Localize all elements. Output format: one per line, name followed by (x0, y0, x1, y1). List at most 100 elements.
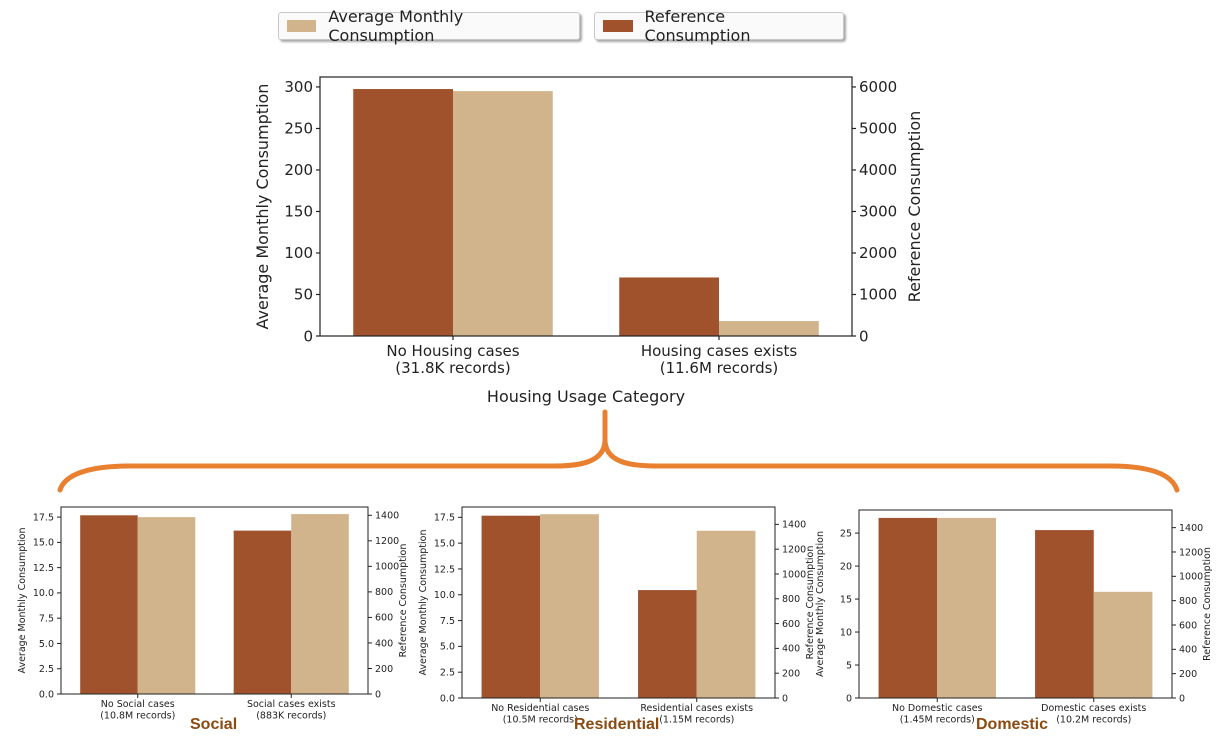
ytick-label-left: 5.0 (440, 642, 455, 653)
ytick-label-right: 1400 (1179, 523, 1203, 534)
category-label: No Domestic cases (892, 703, 983, 714)
ytick-label-left: 0 (303, 327, 313, 345)
ytick-label-right: 800 (1179, 596, 1197, 607)
bar-avg-0 (937, 517, 996, 698)
ytick-label-right: 400 (782, 644, 800, 655)
bar-avg-1 (1093, 591, 1153, 698)
ytick-label-left: 2.5 (440, 668, 455, 679)
legend-ref-swatch (603, 20, 633, 32)
ytick-label-left: 150 (284, 203, 313, 221)
category-label: (11.6M records) (660, 359, 779, 377)
chart-social: No Social cases(10.8M records) Social cas… (17, 506, 409, 722)
ytick-label-right: 1400 (782, 520, 806, 531)
ytick-label-left: 5.0 (39, 639, 54, 650)
category-label: (883K records) (256, 711, 326, 722)
ytick-label-left: 0 (846, 693, 852, 704)
ytick-label-right: 1400 (375, 511, 399, 522)
ytick-label-left: 0.0 (440, 693, 455, 704)
ytick-label-right: 1200 (1179, 547, 1203, 558)
bar-ref-1 (233, 530, 292, 694)
category-label: No Social cases (101, 699, 175, 710)
bar-ref-1 (1035, 530, 1094, 698)
ytick-label-left: 10.0 (33, 588, 54, 599)
ylabel-left: Average Monthly Consumption (418, 529, 429, 675)
ytick-label-right: 400 (1179, 645, 1197, 656)
category-label: Housing cases exists (641, 342, 798, 360)
category-label: Residential cases exists (640, 703, 753, 714)
category-label: Domestic cases exists (1041, 703, 1146, 714)
ytick-label-right: 600 (1179, 620, 1197, 631)
ytick-label-right: 0 (1179, 693, 1185, 704)
category-label: (1.45M records) (900, 715, 975, 726)
bar-ref-1 (638, 590, 697, 698)
ytick-label-left: 15.0 (33, 538, 54, 549)
ytick-label-left: 50 (294, 286, 313, 304)
category-label: (1.15M records) (659, 715, 734, 726)
ylabel-right: Reference Consumption (905, 111, 924, 303)
ylabel-left: Average Monthly Consumption (17, 527, 28, 673)
tag-residential: Residential (574, 716, 660, 733)
bar-avg-1 (291, 514, 349, 694)
ylabel-right: Reference Consumption (805, 546, 816, 660)
plot-frame (319, 76, 853, 337)
legend-avg: Average Monthly Consumption (278, 7, 580, 45)
chart-residential: No Residential cases(10.5M records) Resid… (418, 506, 816, 726)
legend-ref-label: Reference Consumption (644, 7, 751, 45)
plot-frame (858, 509, 1173, 699)
bar-avg-0 (540, 514, 599, 698)
ylabel-left: Average Monthly Consumption (253, 84, 272, 330)
ytick-label-right: 1000 (782, 569, 806, 580)
bar-avg-0 (137, 517, 196, 694)
tag-domestic: Domestic (976, 716, 1049, 733)
bar-ref-0 (353, 89, 453, 336)
bar-ref-0 (80, 515, 138, 694)
ytick-label-left: 10.0 (434, 590, 455, 601)
ytick-label-right: 600 (782, 619, 800, 630)
ytick-label-right: 1000 (375, 562, 399, 573)
ytick-label-left: 7.5 (440, 616, 455, 627)
ytick-label-left: 12.5 (33, 563, 54, 574)
legend-ref: Reference Consumption (594, 7, 844, 45)
ytick-label-right: 0 (375, 689, 381, 700)
category-label: (10.8M records) (100, 711, 175, 722)
ytick-label-left: 300 (284, 78, 313, 96)
ytick-label-right: 6000 (859, 78, 897, 96)
plot-frame (60, 506, 369, 695)
ytick-label-right: 800 (782, 594, 800, 605)
ytick-label-right: 200 (1179, 669, 1197, 680)
category-label: (10.5M records) (503, 715, 578, 726)
ytick-label-right: 1000 (1179, 572, 1203, 583)
ytick-label-left: 20 (840, 561, 852, 572)
ytick-label-left: 15.0 (434, 538, 455, 549)
ytick-label-left: 2.5 (39, 664, 54, 675)
category-label: Social cases exists (247, 699, 336, 710)
ytick-label-right: 4000 (859, 161, 897, 179)
ytick-label-left: 5 (846, 660, 852, 671)
chart-domestic: No Domestic cases(1.45M records) Domestic… (815, 509, 1213, 726)
ylabel-right: Reference Consumption (1202, 547, 1213, 661)
bar-ref-0 (481, 515, 541, 698)
legend-avg-label: Average Monthly Consumption (328, 7, 464, 45)
ytick-label-right: 0 (782, 693, 788, 704)
ytick-label-left: 12.5 (434, 564, 455, 575)
ytick-label-right: 1000 (859, 286, 897, 304)
bar-avg-0 (453, 91, 553, 336)
ytick-label-left: 15 (840, 594, 852, 605)
ytick-label-left: 250 (284, 120, 313, 138)
ytick-label-right: 5000 (859, 120, 897, 138)
ytick-label-left: 0.0 (39, 689, 54, 700)
bar-ref-1 (619, 277, 719, 336)
ytick-label-right: 200 (782, 669, 800, 680)
ytick-label-left: 17.5 (434, 513, 455, 524)
chart-main: No Housing cases(31.8K records) Housing c… (253, 76, 924, 406)
ytick-label-left: 17.5 (33, 512, 54, 523)
category-label: No Residential cases (491, 703, 589, 714)
category-label: (31.8K records) (395, 359, 510, 377)
ytick-label-right: 3000 (859, 203, 897, 221)
category-label: (10.2M records) (1056, 715, 1131, 726)
ytick-label-right: 600 (375, 613, 393, 624)
tag-social: Social (190, 716, 238, 733)
ytick-label-left: 100 (284, 244, 313, 262)
ytick-label-right: 200 (375, 664, 393, 675)
